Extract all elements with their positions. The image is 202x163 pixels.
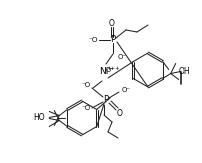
Text: HO: HO [33,113,45,123]
Text: O⁻: O⁻ [117,54,126,60]
Text: ⁻O: ⁻O [81,82,90,88]
Text: O⁻: O⁻ [105,67,114,73]
Text: OH: OH [178,67,189,76]
Text: O⁻: O⁻ [121,87,130,93]
Text: P: P [103,96,108,104]
Text: Ni: Ni [99,67,108,76]
Text: O: O [108,18,114,28]
Text: ⁻O: ⁻O [88,37,97,43]
Text: P: P [110,36,115,44]
Text: ⁻O: ⁻O [81,105,90,111]
Text: +++: +++ [106,67,119,72]
Text: O: O [117,110,122,119]
